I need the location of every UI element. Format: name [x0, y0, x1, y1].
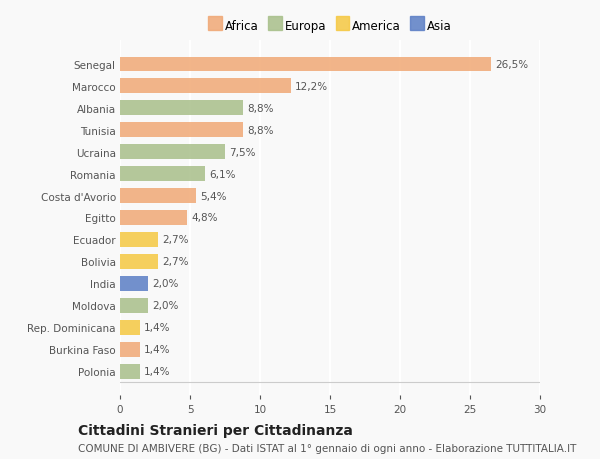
Bar [120, 320, 140, 335]
Text: 12,2%: 12,2% [295, 81, 328, 91]
Bar [120, 189, 196, 203]
Text: COMUNE DI AMBIVERE (BG) - Dati ISTAT al 1° gennaio di ogni anno - Elaborazione T: COMUNE DI AMBIVERE (BG) - Dati ISTAT al … [78, 443, 577, 453]
Bar [120, 79, 291, 94]
Text: 1,4%: 1,4% [144, 323, 170, 333]
Bar [120, 57, 491, 72]
Text: 8,8%: 8,8% [247, 103, 274, 113]
Text: 2,7%: 2,7% [162, 257, 188, 267]
Text: 2,7%: 2,7% [162, 235, 188, 245]
Bar [120, 211, 187, 225]
Bar [120, 299, 148, 313]
Bar [120, 255, 158, 269]
Text: 7,5%: 7,5% [229, 147, 256, 157]
Bar [120, 277, 148, 291]
Text: 5,4%: 5,4% [200, 191, 226, 201]
Text: 26,5%: 26,5% [495, 60, 529, 69]
Legend: Africa, Europa, America, Asia: Africa, Europa, America, Asia [203, 16, 457, 38]
Bar [120, 145, 225, 159]
Text: 6,1%: 6,1% [209, 169, 236, 179]
Text: 1,4%: 1,4% [144, 345, 170, 355]
Bar [120, 342, 140, 357]
Bar [120, 233, 158, 247]
Text: 1,4%: 1,4% [144, 367, 170, 376]
Text: 2,0%: 2,0% [152, 301, 179, 311]
Bar [120, 167, 205, 181]
Text: Cittadini Stranieri per Cittadinanza: Cittadini Stranieri per Cittadinanza [78, 423, 353, 437]
Text: 4,8%: 4,8% [191, 213, 218, 223]
Text: 8,8%: 8,8% [247, 125, 274, 135]
Text: 2,0%: 2,0% [152, 279, 179, 289]
Bar [120, 364, 140, 379]
Bar [120, 123, 243, 137]
Bar [120, 101, 243, 116]
